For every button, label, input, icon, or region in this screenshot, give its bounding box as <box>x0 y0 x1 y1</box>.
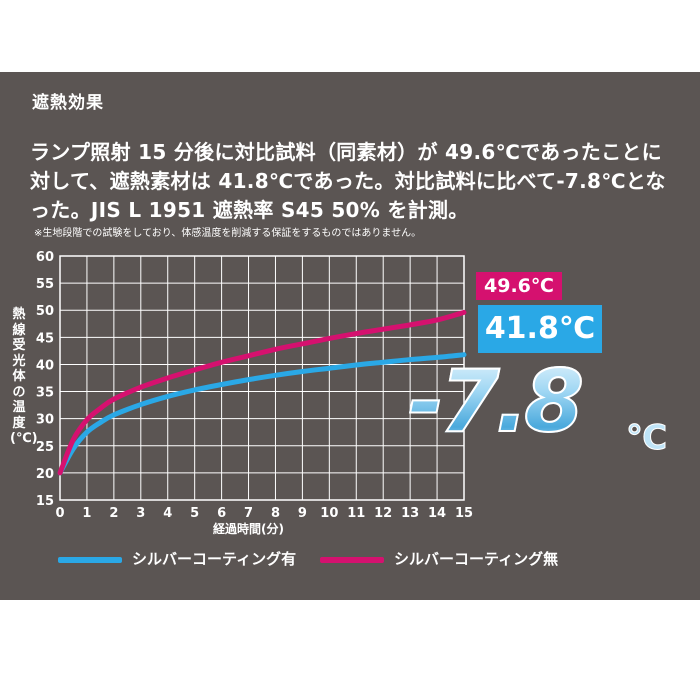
x-tick-label: 3 <box>136 506 145 521</box>
y-tick-label: 40 <box>36 358 54 373</box>
legend-swatch-magenta <box>320 556 384 563</box>
series-line-with-coating <box>57 352 467 476</box>
x-tick-label: 7 <box>244 506 253 521</box>
temperature-difference: -7.8 <box>407 351 585 453</box>
chart-series <box>57 309 467 476</box>
y-tick-label: 15 <box>36 494 54 509</box>
y-tick-label: 60 <box>36 250 54 265</box>
y-tick-label: 30 <box>36 413 54 428</box>
section-title: 遮熱効果 <box>32 93 104 113</box>
x-tick-label: 2 <box>109 506 118 521</box>
legend-label-without-coating: シルバーコーティング無 <box>394 550 559 568</box>
x-tick-label: 9 <box>298 506 307 521</box>
x-tick-label: 6 <box>217 506 226 521</box>
x-tick-label: 8 <box>271 506 280 521</box>
with-coating-temp-badge: 41.8℃ <box>478 305 602 353</box>
disclaimer-note: ※生地段階での試験をしており、体感温度を削減する保証をするものではありません。 <box>34 228 422 239</box>
series-line-without-coating <box>57 309 467 476</box>
x-tick-label: 15 <box>455 506 473 521</box>
x-tick-label: 13 <box>401 506 419 521</box>
legend-item-without-coating: シルバーコーティング無 <box>320 548 558 569</box>
x-tick-label: 14 <box>428 506 446 521</box>
y-tick-label: 25 <box>36 440 54 455</box>
description-text: ランプ照射 15 分後に対比試料（同素材）が 49.6℃であったことに対して、遮… <box>30 140 666 222</box>
x-tick-label: 5 <box>190 506 199 521</box>
temperature-difference-unit: ℃ <box>625 418 668 459</box>
legend-label-with-coating: シルバーコーティング有 <box>132 550 297 568</box>
x-axis-label: 経過時間(分) <box>213 522 284 536</box>
y-tick-label: 50 <box>36 304 54 319</box>
x-axis-ticks: 0 1 2 3 4 5 6 7 8 9 10 11 12 13 14 15 <box>55 506 473 521</box>
x-tick-label: 11 <box>347 506 365 521</box>
y-tick-label: 20 <box>36 467 54 482</box>
chart-grid <box>59 255 465 501</box>
plot-frame <box>59 255 465 501</box>
y-tick-label: 45 <box>36 331 54 346</box>
x-tick-label: 12 <box>374 506 392 521</box>
legend-swatch-blue <box>58 556 122 563</box>
y-axis-label: 熱線受光体の温度(℃) <box>10 307 38 446</box>
x-tick-label: 0 <box>55 506 64 521</box>
legend-item-with-coating: シルバーコーティング有 <box>58 548 296 569</box>
y-axis-ticks: 15 20 25 30 35 40 45 50 55 60 <box>36 250 54 509</box>
x-tick-label: 1 <box>82 506 91 521</box>
y-tick-label: 35 <box>36 386 54 401</box>
without-coating-temp-badge: 49.6℃ <box>476 272 562 300</box>
y-tick-label: 55 <box>36 277 54 292</box>
x-tick-label: 4 <box>163 506 172 521</box>
x-tick-label: 10 <box>320 506 338 521</box>
